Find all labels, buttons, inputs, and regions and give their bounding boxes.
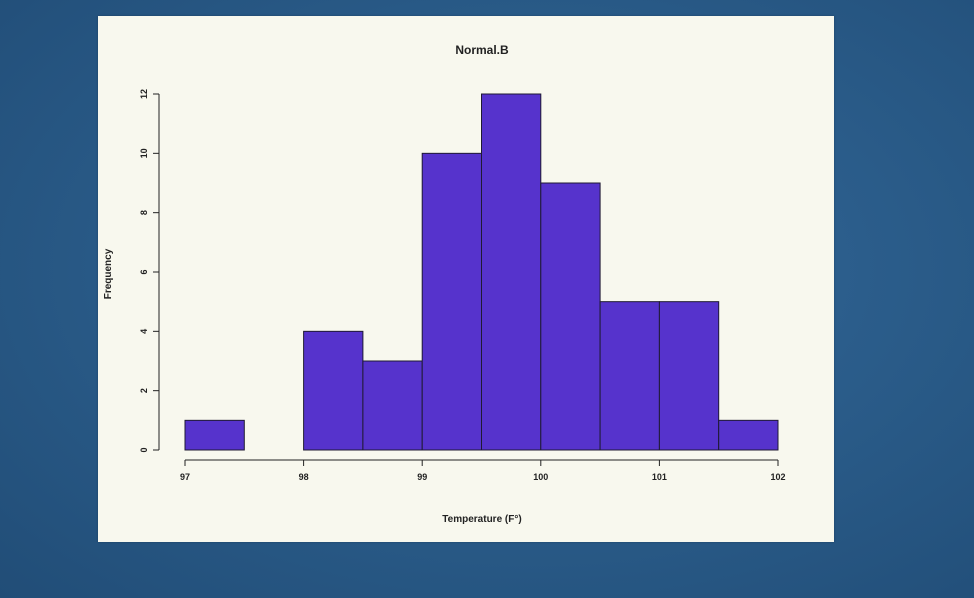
histogram-bar (658, 301, 720, 451)
histogram-bar (718, 419, 779, 451)
x-tick-label: 101 (652, 472, 667, 482)
y-tick-label: 10 (139, 148, 149, 158)
y-axis-label: Frequency (103, 248, 114, 299)
histogram-bar (362, 360, 423, 451)
histogram-bar (184, 419, 245, 451)
histogram-bar (599, 301, 660, 451)
y-tick-label: 4 (139, 329, 149, 334)
histogram-bar (421, 152, 483, 451)
chart-panel: Normal.B 97 98 99 100 101 102 0 2 4 6 8 10 12 Tempe… (98, 16, 834, 542)
y-tick-label: 0 (139, 447, 149, 452)
x-tick-label: 97 (180, 472, 190, 482)
x-axis: 97 98 99 100 101 102 (180, 459, 786, 482)
histogram-bar (540, 182, 601, 451)
chart-title: Normal.B (455, 43, 509, 57)
bars-group (184, 93, 779, 451)
y-axis: 0 2 4 6 8 10 12 (139, 89, 160, 453)
y-tick-label: 8 (139, 210, 149, 215)
y-tick-label: 12 (139, 89, 149, 99)
x-axis-label: Temperature (F°) (442, 514, 521, 525)
x-tick-label: 98 (299, 472, 309, 482)
y-tick-label: 2 (139, 388, 149, 393)
histogram-chart: Normal.B 97 98 99 100 101 102 0 2 4 6 8 10 12 Tempe… (103, 43, 786, 525)
x-tick-label: 100 (533, 472, 548, 482)
y-tick-label: 6 (139, 269, 149, 274)
x-tick-label: 99 (417, 472, 427, 482)
histogram-bar (481, 93, 542, 451)
histogram-bar (303, 330, 364, 451)
x-tick-label: 102 (770, 472, 785, 482)
